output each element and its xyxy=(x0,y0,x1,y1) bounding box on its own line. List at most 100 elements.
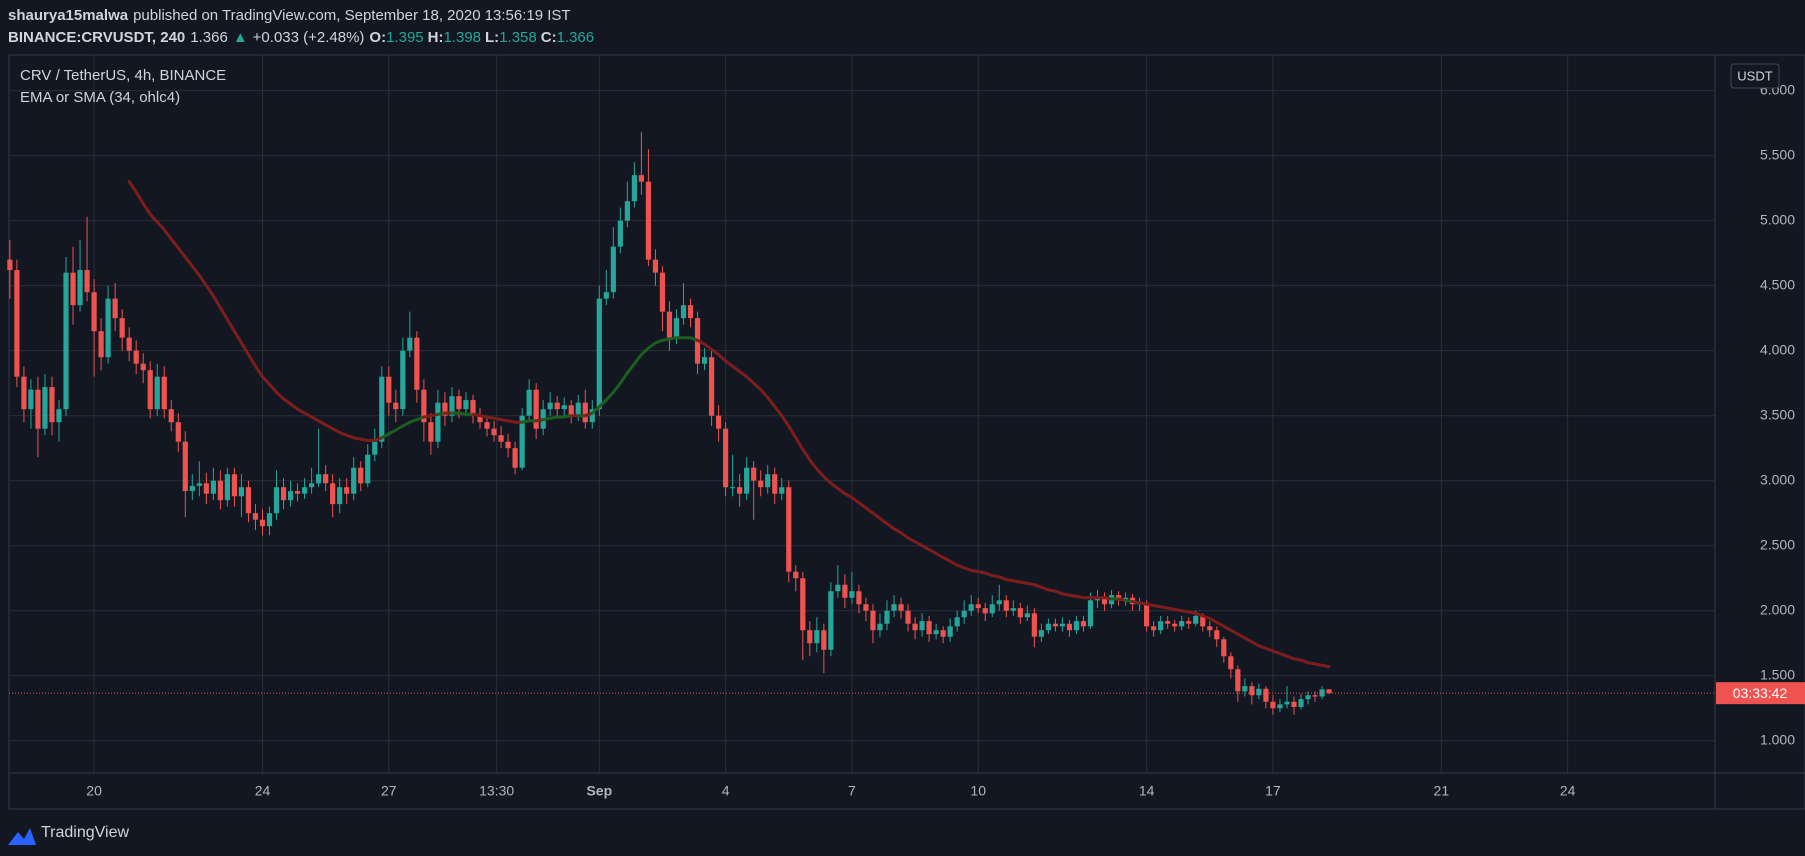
candle-body xyxy=(631,175,637,202)
candle-body xyxy=(245,487,252,514)
candle-body xyxy=(63,272,69,410)
candle-body xyxy=(870,610,876,631)
candle-body xyxy=(351,467,357,494)
ohlc-value: 1.358 xyxy=(499,29,537,46)
candle-body xyxy=(280,487,287,501)
candle-body xyxy=(708,357,715,416)
candle-body xyxy=(568,405,574,416)
candle-body xyxy=(7,259,13,271)
candle-body xyxy=(1200,615,1206,627)
moving-average xyxy=(127,180,384,442)
candle-body xyxy=(365,454,371,484)
candle-body xyxy=(414,337,420,390)
moving-average xyxy=(471,412,524,424)
y-tick-label: 5.000 xyxy=(1760,211,1795,227)
candle-body xyxy=(982,608,988,614)
candle-body xyxy=(421,389,427,423)
y-tick-label: 1.500 xyxy=(1760,666,1795,682)
candle-body xyxy=(666,311,673,338)
candle-body xyxy=(744,467,750,494)
candle-body xyxy=(575,402,581,416)
candle-body xyxy=(337,487,343,505)
candle-body xyxy=(1214,630,1220,640)
candle-body xyxy=(582,402,588,423)
candle-body xyxy=(35,389,41,429)
header-line: shaurya15malwa published on TradingView.c… xyxy=(8,5,594,27)
candle-body xyxy=(189,485,195,492)
ohlc-value: 1.398 xyxy=(443,29,482,46)
candle-body xyxy=(1087,600,1094,627)
candle-body xyxy=(1305,695,1311,700)
ohlc-value: 1.366 xyxy=(556,29,595,46)
candle-body xyxy=(224,474,231,501)
candle-body xyxy=(1256,688,1262,696)
candle-body xyxy=(217,480,223,501)
candle-body xyxy=(42,387,48,429)
candle-body xyxy=(203,483,209,494)
candle-body xyxy=(730,487,736,489)
candle-body xyxy=(758,480,764,488)
candle-body xyxy=(70,272,76,306)
x-tick-label: 27 xyxy=(381,783,397,799)
candle-body xyxy=(863,604,869,611)
candle-body xyxy=(737,487,743,494)
candle-body xyxy=(505,441,511,449)
candle-body xyxy=(687,305,694,319)
candle-body xyxy=(1066,623,1073,631)
change-arrow: ▲ xyxy=(232,29,248,46)
candle-body xyxy=(1326,689,1332,694)
axes: 1.000 1.500 2.000 2.500 3.000 3.500 4.000 4.500… xyxy=(86,63,1805,799)
moving-average xyxy=(520,419,538,424)
candle-body xyxy=(905,610,911,624)
x-tick-label: Sep xyxy=(586,783,612,799)
candle-body xyxy=(1052,623,1059,627)
indicator-name: EMA or SMA (34, ohlc4) xyxy=(20,89,180,106)
candle-body xyxy=(554,402,560,410)
candle-body xyxy=(975,604,981,609)
candle-body xyxy=(1165,621,1171,624)
candle-body xyxy=(800,578,806,631)
moving-average xyxy=(380,415,426,440)
candle-body xyxy=(596,298,602,410)
candle-body xyxy=(968,604,974,611)
candle-body xyxy=(723,428,729,488)
candle-body xyxy=(947,626,953,637)
candle-body xyxy=(309,483,315,488)
candle-body xyxy=(765,474,771,488)
candle-body xyxy=(828,591,834,650)
candle-body xyxy=(1221,639,1227,657)
x-tick-label: 7 xyxy=(848,783,856,799)
candle-body xyxy=(266,513,273,527)
candle-body xyxy=(301,487,308,494)
candle-body xyxy=(1207,626,1213,631)
candle-body xyxy=(1045,623,1051,631)
x-tick-label: 14 xyxy=(1139,783,1155,799)
candle-body xyxy=(996,600,1002,605)
candle-body xyxy=(1249,686,1255,696)
candle-body xyxy=(1242,686,1248,692)
candle-body xyxy=(877,623,883,631)
x-tick-label: 4 xyxy=(722,783,730,799)
candle-body xyxy=(1031,613,1037,637)
candle-body xyxy=(1186,621,1192,624)
candle-body xyxy=(372,441,378,455)
moving-average xyxy=(1131,600,1331,669)
candle-body xyxy=(470,400,476,416)
candle-body xyxy=(751,467,757,481)
candle-body xyxy=(133,350,139,364)
x-tick-label: 10 xyxy=(970,783,986,799)
candle-body xyxy=(21,376,27,410)
candle-body xyxy=(400,350,406,410)
candle-body xyxy=(793,571,799,579)
logo-icon xyxy=(8,828,36,845)
candle-body xyxy=(358,467,364,484)
candle-body xyxy=(491,428,497,436)
candle-body xyxy=(484,422,490,429)
published: published on TradingView.com, September … xyxy=(133,7,571,24)
candle-body xyxy=(1158,621,1164,631)
candle-body xyxy=(638,175,645,182)
y-tick-label: 4.500 xyxy=(1760,276,1795,292)
candle-body xyxy=(603,292,609,299)
candle-body xyxy=(842,584,848,598)
